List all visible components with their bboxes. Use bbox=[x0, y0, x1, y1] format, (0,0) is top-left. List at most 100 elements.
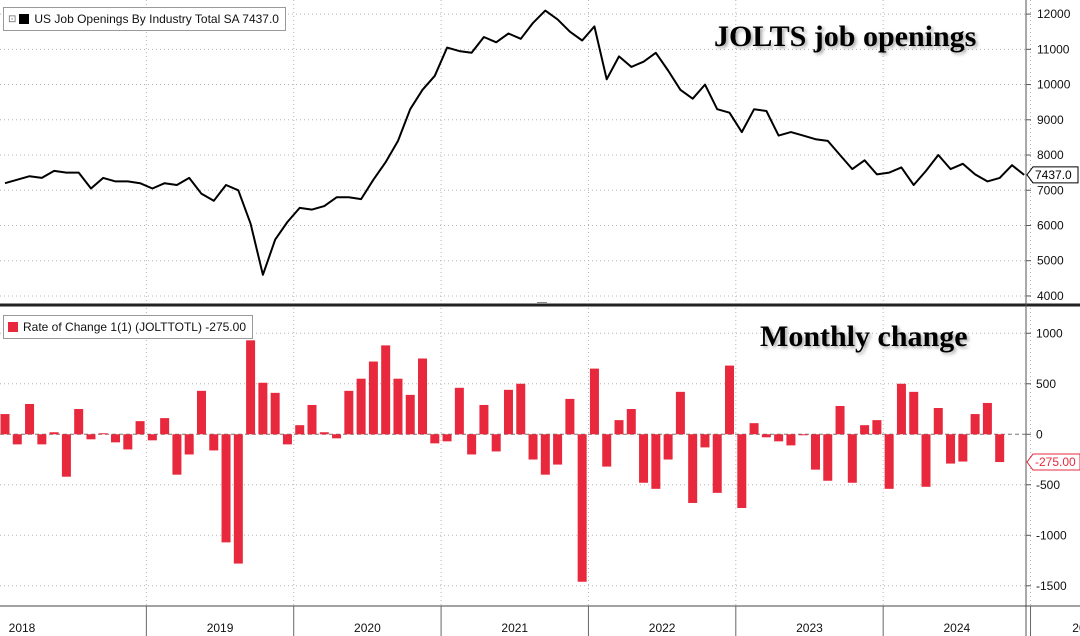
change-bar bbox=[946, 434, 956, 464]
change-bar bbox=[221, 434, 231, 543]
change-bar bbox=[528, 434, 538, 460]
change-bar bbox=[909, 391, 919, 435]
change-bar bbox=[540, 434, 550, 475]
x-tick-label: 2025 bbox=[1072, 621, 1080, 635]
change-bar bbox=[602, 434, 612, 467]
bottom-y-tick-label: -500 bbox=[1036, 478, 1060, 492]
change-bar bbox=[381, 345, 391, 435]
change-bar bbox=[786, 434, 796, 446]
change-bar bbox=[761, 434, 771, 438]
top-y-tick-label: 6000 bbox=[1037, 218, 1064, 232]
change-bar bbox=[405, 394, 415, 435]
change-bar bbox=[332, 434, 342, 439]
change-bar bbox=[737, 434, 747, 509]
change-bar bbox=[233, 434, 243, 564]
change-bar bbox=[798, 434, 808, 436]
change-bar bbox=[577, 434, 587, 582]
change-bar bbox=[0, 414, 10, 435]
change-bar bbox=[258, 382, 268, 435]
bottom-y-tick-label: 1000 bbox=[1036, 326, 1063, 340]
change-bar bbox=[503, 389, 513, 435]
change-bar bbox=[344, 390, 354, 435]
legend-toggle-icon[interactable]: ⊡ bbox=[8, 13, 17, 25]
change-bar bbox=[172, 434, 182, 475]
change-bar bbox=[860, 425, 870, 435]
change-bar bbox=[589, 368, 599, 435]
change-bar bbox=[184, 434, 194, 455]
x-tick-label: 2024 bbox=[943, 621, 970, 635]
x-tick-label: 2021 bbox=[501, 621, 528, 635]
x-tick-label: 2020 bbox=[354, 621, 381, 635]
top-y-tick-label: 4000 bbox=[1037, 289, 1064, 303]
change-bar bbox=[147, 434, 157, 441]
change-bar bbox=[86, 434, 96, 440]
bottom-legend: Rate of Change 1(1) (JOLTTOTL) -275.00 bbox=[3, 315, 253, 339]
bottom-y-tick-label: 0 bbox=[1036, 427, 1043, 441]
bottom-y-tick-label: -1500 bbox=[1036, 579, 1067, 593]
x-tick-label: 2018 bbox=[9, 621, 36, 635]
change-bar bbox=[479, 404, 489, 435]
change-bar bbox=[651, 434, 661, 489]
top-legend-text: US Job Openings By Industry Total SA 743… bbox=[34, 12, 279, 26]
top-y-tick-label: 11000 bbox=[1037, 42, 1070, 56]
change-bar bbox=[675, 391, 685, 435]
legend-swatch-red bbox=[8, 322, 18, 332]
change-bar bbox=[688, 434, 698, 503]
change-bar bbox=[49, 432, 59, 435]
bottom-annotation: Monthly change bbox=[760, 320, 968, 353]
change-bar bbox=[700, 434, 710, 448]
change-bar bbox=[246, 340, 256, 435]
top-y-tick-label: 12000 bbox=[1037, 7, 1071, 21]
change-bar bbox=[553, 434, 563, 465]
change-bar bbox=[368, 361, 378, 435]
change-bar bbox=[282, 434, 292, 445]
change-bar bbox=[774, 434, 784, 442]
change-bar bbox=[491, 434, 501, 452]
legend-swatch-black bbox=[19, 14, 30, 24]
change-bar bbox=[111, 434, 121, 443]
change-bar bbox=[307, 404, 317, 435]
change-bar bbox=[442, 434, 452, 442]
job-openings-line bbox=[4, 9, 1025, 276]
change-bar bbox=[933, 408, 943, 435]
x-tick-label: 2022 bbox=[649, 621, 676, 635]
change-bar bbox=[295, 425, 305, 435]
change-bar bbox=[884, 434, 894, 489]
top-y-tick-label: 8000 bbox=[1037, 148, 1064, 162]
top-y-tick-label: 7000 bbox=[1037, 183, 1064, 197]
change-bar bbox=[835, 405, 845, 435]
change-bar bbox=[995, 434, 1005, 463]
change-bar bbox=[418, 358, 428, 435]
change-bar bbox=[61, 434, 71, 477]
change-bar bbox=[516, 383, 526, 435]
top-annotation: JOLTS job openings bbox=[714, 20, 977, 53]
change-bar bbox=[810, 434, 820, 470]
change-bar bbox=[823, 434, 833, 481]
change-bar bbox=[25, 403, 35, 435]
bottom-legend-text: Rate of Change 1(1) (JOLTTOTL) -275.00 bbox=[23, 320, 246, 334]
change-bar bbox=[270, 392, 280, 435]
change-bar bbox=[98, 433, 108, 435]
change-bar bbox=[209, 434, 219, 451]
change-bar bbox=[614, 420, 624, 435]
top-last-value-label: 7437.0 bbox=[1035, 168, 1072, 182]
change-bar bbox=[467, 434, 477, 455]
bottom-last-value-label: -275.00 bbox=[1035, 455, 1076, 469]
change-bar bbox=[74, 409, 84, 435]
change-bar bbox=[896, 383, 906, 435]
change-bar bbox=[626, 409, 636, 435]
change-bar bbox=[37, 434, 47, 445]
top-y-tick-label: 10000 bbox=[1037, 78, 1071, 92]
change-bar bbox=[565, 398, 575, 435]
x-tick-label: 2019 bbox=[207, 621, 234, 635]
change-bar bbox=[393, 378, 403, 435]
top-y-tick-label: 5000 bbox=[1037, 254, 1064, 268]
change-bar bbox=[135, 421, 145, 435]
change-bar bbox=[196, 390, 206, 435]
change-bar bbox=[921, 434, 931, 487]
x-tick-label: 2023 bbox=[796, 621, 823, 635]
change-bar bbox=[160, 418, 170, 435]
change-bar bbox=[749, 423, 759, 435]
change-bar bbox=[958, 434, 968, 462]
change-bar bbox=[12, 434, 22, 445]
